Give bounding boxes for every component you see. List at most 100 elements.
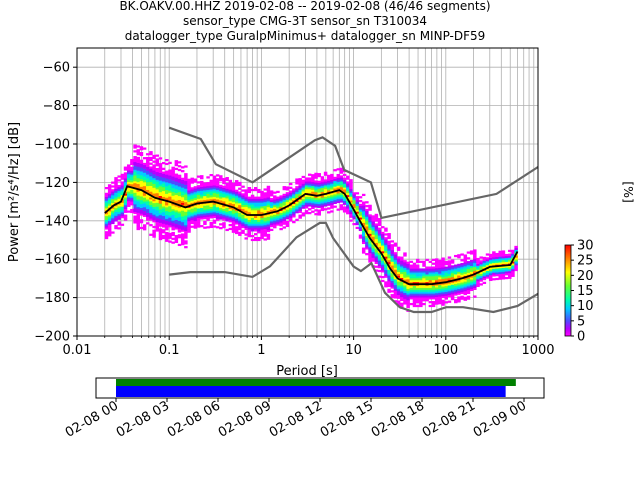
heatmap-cell bbox=[438, 263, 442, 266]
heatmap-cell bbox=[387, 236, 391, 240]
heatmap-cell bbox=[377, 237, 382, 240]
heatmap-cell bbox=[111, 219, 115, 223]
heatmap-cell bbox=[422, 299, 426, 302]
heatmap-cell bbox=[444, 293, 448, 296]
heatmap-cell bbox=[219, 188, 223, 191]
heatmap-cell bbox=[142, 178, 147, 181]
heatmap-cell bbox=[266, 195, 271, 198]
heatmap-cell bbox=[438, 288, 442, 291]
heatmap-cell bbox=[406, 300, 410, 303]
heatmap-cell bbox=[209, 185, 214, 188]
heatmap-cell bbox=[193, 180, 198, 183]
time-tick-label: 02-09 00 bbox=[471, 398, 529, 440]
heatmap-cell bbox=[415, 285, 420, 288]
heatmap-cell bbox=[203, 195, 207, 199]
heatmap-cell bbox=[482, 260, 487, 263]
heatmap-cell bbox=[425, 285, 429, 288]
heatmap-cell bbox=[368, 222, 372, 225]
heatmap-cell bbox=[454, 270, 458, 273]
heatmap-cell bbox=[190, 179, 194, 182]
heatmap-cell bbox=[514, 245, 518, 249]
heatmap-cell bbox=[400, 294, 404, 298]
heatmap-cell bbox=[238, 206, 242, 210]
heatmap-cell bbox=[400, 296, 404, 300]
heatmap-cell bbox=[501, 261, 506, 265]
heatmap-cell bbox=[253, 200, 258, 203]
heatmap-cell bbox=[415, 272, 420, 275]
heatmap-cell bbox=[330, 194, 334, 198]
heatmap-cell bbox=[396, 281, 401, 284]
heatmap-cell bbox=[320, 199, 325, 202]
heatmap-cell bbox=[374, 256, 379, 259]
heatmap-cell bbox=[247, 210, 252, 213]
heatmap-cell bbox=[431, 258, 436, 261]
heatmap-cell bbox=[479, 260, 483, 263]
heatmap-cell bbox=[139, 201, 144, 205]
heatmap-cell bbox=[184, 192, 188, 195]
heatmap-cell bbox=[479, 266, 483, 269]
heatmap-cell bbox=[184, 224, 188, 228]
heatmap-cell bbox=[206, 185, 210, 189]
heatmap-cell bbox=[396, 287, 401, 290]
heatmap-cell bbox=[441, 295, 445, 299]
heatmap-cell bbox=[336, 185, 341, 188]
heatmap-cell bbox=[149, 162, 153, 165]
heatmap-cell bbox=[390, 284, 395, 287]
heatmap-cell bbox=[180, 183, 185, 186]
y-axis-ticks: −200−180−160−140−120−100−80−60 bbox=[34, 61, 77, 345]
heatmap-cell bbox=[155, 225, 160, 228]
heatmap-cell bbox=[431, 297, 436, 300]
heatmap-cell bbox=[374, 269, 379, 272]
heatmap-cell bbox=[184, 215, 188, 218]
heatmap-cell bbox=[260, 200, 264, 203]
heatmap-cell bbox=[457, 288, 461, 291]
heatmap-cell bbox=[133, 196, 137, 199]
heatmap-cell bbox=[485, 263, 490, 266]
heatmap-cell bbox=[126, 197, 131, 200]
heatmap-cell bbox=[193, 186, 198, 189]
heatmap-cell bbox=[184, 194, 188, 197]
heatmap-cell bbox=[257, 210, 261, 213]
heatmap-cell bbox=[476, 267, 480, 270]
heatmap-cell bbox=[368, 258, 372, 261]
heatmap-cell bbox=[320, 205, 325, 208]
heatmap-cell bbox=[174, 236, 179, 240]
heatmap-cell bbox=[466, 276, 471, 279]
heatmap-cell bbox=[412, 274, 417, 277]
heatmap-cell bbox=[365, 218, 369, 221]
heatmap-cell bbox=[155, 200, 160, 203]
heatmap-cell bbox=[346, 212, 350, 215]
heatmap-cell bbox=[365, 212, 369, 215]
heatmap-cell bbox=[339, 179, 344, 182]
heatmap-cell bbox=[171, 237, 175, 240]
heatmap-cell bbox=[190, 216, 194, 219]
heatmap-cell bbox=[285, 224, 290, 228]
heatmap-cell bbox=[282, 203, 287, 206]
heatmap-cell bbox=[130, 189, 134, 192]
heatmap-cell bbox=[215, 206, 220, 210]
heatmap-cell bbox=[431, 268, 436, 271]
heatmap-cell bbox=[126, 210, 131, 213]
heatmap-cell bbox=[495, 277, 499, 281]
heatmap-cell bbox=[466, 289, 471, 293]
heatmap-cell bbox=[165, 226, 169, 229]
heatmap-cell bbox=[317, 198, 321, 201]
heatmap-cell bbox=[431, 281, 436, 285]
heatmap-cell bbox=[250, 202, 255, 205]
heatmap-cell bbox=[263, 230, 267, 233]
heatmap-cell bbox=[276, 221, 280, 224]
heatmap-cell bbox=[152, 229, 156, 232]
heatmap-cell bbox=[142, 187, 147, 191]
heatmap-cell bbox=[400, 281, 404, 284]
heatmap-cell bbox=[330, 202, 334, 205]
heatmap-cell bbox=[257, 215, 261, 219]
heatmap-cell bbox=[409, 297, 414, 300]
heatmap-cell bbox=[206, 187, 210, 191]
heatmap-cell bbox=[330, 206, 334, 209]
heatmap-cell bbox=[152, 172, 156, 175]
heatmap-cell bbox=[441, 282, 445, 285]
heatmap-cell bbox=[469, 269, 474, 272]
heatmap-cell bbox=[260, 208, 264, 211]
heatmap-cell bbox=[139, 205, 144, 208]
heatmap-cell bbox=[253, 211, 258, 215]
